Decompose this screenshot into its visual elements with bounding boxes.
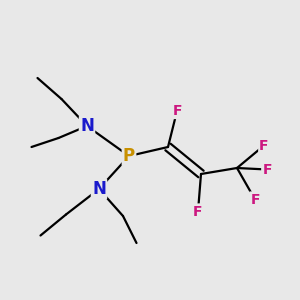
Text: F: F bbox=[259, 139, 269, 152]
Text: P: P bbox=[123, 147, 135, 165]
Text: F: F bbox=[193, 205, 203, 218]
Text: F: F bbox=[172, 104, 182, 118]
Text: F: F bbox=[262, 163, 272, 176]
Text: N: N bbox=[80, 117, 94, 135]
Text: N: N bbox=[92, 180, 106, 198]
Text: F: F bbox=[250, 193, 260, 206]
